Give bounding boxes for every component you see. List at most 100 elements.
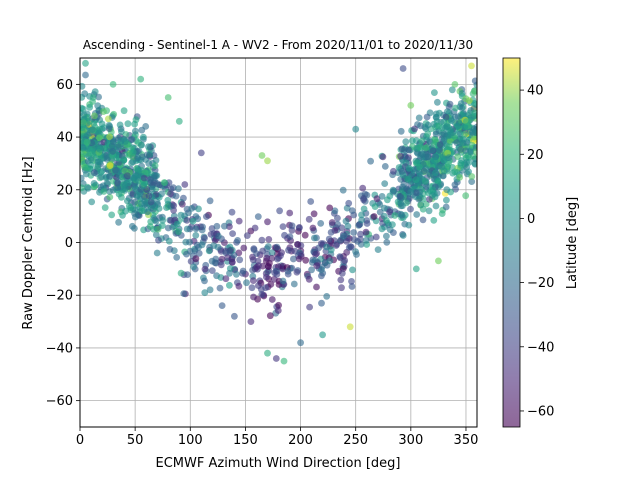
scatter-point — [440, 130, 448, 138]
scatter-point — [452, 104, 459, 112]
scatter-point — [398, 167, 406, 175]
scatter-point — [129, 222, 136, 230]
scatter-point — [123, 172, 131, 180]
scatter-point — [189, 217, 197, 225]
scatter-point — [164, 94, 172, 101]
scatter-point — [272, 355, 280, 362]
scatter-point — [89, 150, 97, 158]
y-tick-label: 60 — [56, 78, 73, 93]
scatter-point — [201, 234, 208, 242]
scatter-point — [110, 138, 117, 146]
scatter-point — [417, 201, 425, 209]
scatter-point — [80, 143, 86, 151]
scatter-point — [313, 283, 320, 291]
scatter-point — [115, 190, 123, 198]
scatter-point — [313, 262, 321, 270]
scatter-points — [80, 59, 477, 365]
scatter-point — [248, 284, 256, 292]
colorbar-tick-label: −60 — [527, 404, 554, 419]
scatter-point — [418, 150, 426, 158]
scatter-point — [239, 267, 247, 275]
scatter-point — [399, 232, 407, 239]
scatter-point — [173, 220, 181, 228]
scatter-point — [326, 257, 334, 265]
scatter-point — [234, 237, 242, 244]
scatter-point — [323, 293, 331, 300]
scatter-point — [134, 154, 142, 162]
scatter-point — [302, 256, 310, 264]
scatter-point — [309, 224, 317, 232]
scatter-point — [358, 211, 365, 219]
scatter-point — [205, 247, 213, 255]
scatter-point — [334, 214, 341, 222]
x-tick-label: 200 — [288, 433, 313, 448]
scatter-point — [445, 160, 452, 167]
scatter-point — [367, 157, 374, 165]
scatter-point — [468, 62, 475, 70]
scatter-point — [197, 149, 205, 157]
scatter-point — [206, 197, 214, 205]
scatter-point — [178, 200, 186, 208]
scatter-point — [443, 186, 451, 194]
scatter-point — [347, 243, 354, 250]
scatter-point — [138, 207, 146, 215]
scatter-point — [468, 173, 476, 180]
scatter-point — [264, 157, 271, 165]
scatter-point — [153, 249, 161, 257]
scatter-point — [363, 220, 371, 227]
scatter-point — [84, 184, 92, 192]
scatter-point — [201, 265, 209, 273]
scatter-point — [147, 198, 155, 206]
scatter-point — [97, 168, 105, 176]
scatter-point — [412, 176, 420, 184]
scatter-point — [407, 102, 415, 109]
scatter-point — [326, 204, 334, 212]
scatter-point — [275, 301, 282, 309]
scatter-point — [397, 127, 405, 135]
scatter-point — [446, 128, 454, 135]
scatter-point — [192, 225, 200, 233]
scatter-point — [372, 233, 380, 241]
scatter-point — [422, 125, 430, 132]
scatter-point — [100, 108, 107, 115]
scatter-point — [247, 318, 255, 325]
scatter-point — [132, 213, 139, 221]
scatter-point — [374, 246, 382, 254]
scatter-point — [274, 255, 281, 263]
scatter-point — [370, 213, 378, 220]
scatter-point — [201, 289, 209, 297]
scatter-point — [93, 164, 101, 172]
scatter-point — [453, 139, 461, 147]
colorbar-ticks: −60 −40 −20 0 20 40 — [520, 84, 554, 419]
scatter-point — [390, 167, 397, 175]
scatter-point — [96, 158, 104, 166]
scatter-point — [145, 192, 153, 200]
scatter-point — [170, 202, 178, 210]
scatter-point — [80, 82, 86, 90]
scatter-point — [383, 217, 390, 224]
scatter-point — [339, 186, 347, 194]
y-axis-label: Raw Doppler Centroid [Hz] — [21, 156, 36, 329]
scatter-point — [120, 156, 128, 164]
scatter-point — [226, 281, 233, 289]
scatter-point — [344, 222, 352, 230]
scatter-point — [132, 127, 139, 135]
scatter-point — [451, 81, 459, 88]
scatter-point — [405, 221, 413, 229]
scatter-point — [137, 75, 145, 83]
scatter-point — [208, 267, 216, 274]
scatter-point — [198, 241, 206, 249]
scatter-point — [224, 254, 232, 262]
x-tick-label: 300 — [398, 433, 423, 448]
scatter-point — [284, 267, 292, 275]
scatter-point — [243, 232, 251, 240]
x-tick-label: 100 — [178, 433, 203, 448]
scatter-point — [337, 276, 345, 284]
scatter-point — [424, 130, 432, 138]
scatter-point — [429, 186, 437, 194]
scatter-point — [86, 103, 94, 111]
scatter-point — [378, 225, 386, 233]
scatter-point — [418, 137, 426, 145]
scatter-point — [82, 59, 89, 67]
scatter-point — [473, 123, 477, 131]
